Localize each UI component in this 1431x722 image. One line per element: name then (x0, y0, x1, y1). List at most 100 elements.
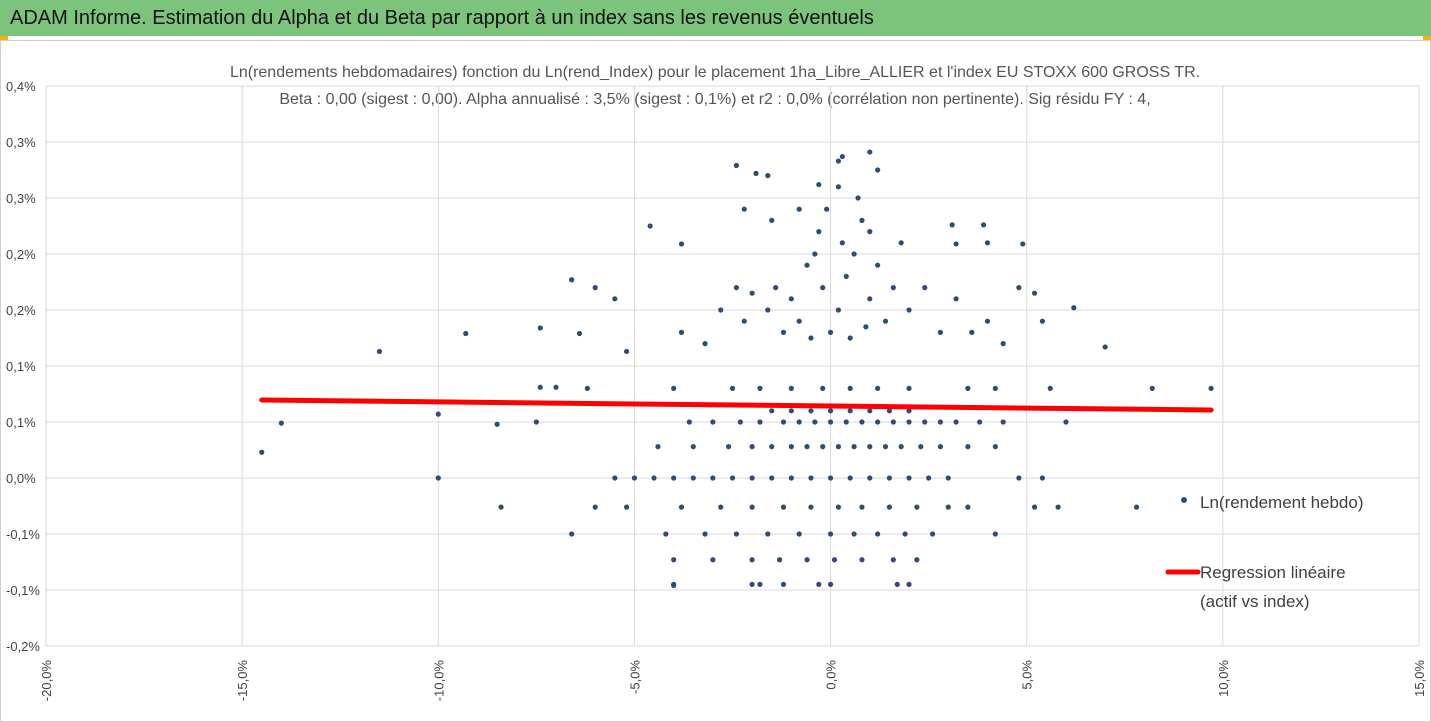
data-point (765, 307, 771, 313)
data-point (553, 384, 559, 390)
data-point (710, 557, 716, 563)
data-point (1016, 285, 1022, 291)
data-point (977, 419, 983, 425)
data-point (647, 223, 653, 229)
data-point (651, 475, 657, 481)
data-point (1039, 318, 1046, 324)
data-point (753, 170, 759, 176)
data-point (890, 285, 896, 291)
data-point (1016, 475, 1022, 481)
data-point (592, 504, 598, 510)
data-point (835, 184, 842, 190)
data-point (906, 581, 912, 588)
data-point (749, 444, 755, 450)
data-point (773, 285, 779, 291)
data-point (949, 222, 955, 228)
data-point (710, 475, 716, 481)
data-point (922, 285, 928, 291)
x-tick-label: 5,0% (1020, 660, 1035, 690)
data-point (788, 296, 794, 302)
data-point (965, 444, 971, 450)
data-point (796, 419, 802, 425)
data-point (808, 335, 814, 341)
data-point (922, 419, 928, 425)
data-point (702, 341, 708, 347)
legend-marker (1181, 497, 1187, 503)
data-point (757, 385, 763, 391)
data-point (867, 229, 873, 235)
data-point (812, 419, 818, 425)
data-point (937, 444, 944, 450)
data-point (827, 475, 834, 481)
data-point (882, 444, 889, 450)
x-tick-label: -10,0% (431, 660, 446, 702)
data-point (835, 307, 842, 313)
data-point (827, 581, 834, 588)
data-point (984, 240, 991, 246)
data-point (859, 217, 865, 223)
data-point (906, 419, 912, 425)
data-point (584, 385, 590, 391)
data-point (569, 277, 575, 283)
data-point (749, 581, 755, 588)
data-point (1102, 344, 1108, 350)
y-tick-label: 0,1% (6, 359, 36, 374)
data-point (569, 531, 575, 537)
data-point (678, 241, 685, 247)
data-point (965, 504, 971, 510)
x-tick-label: -5,0% (627, 660, 642, 694)
data-point (718, 504, 724, 510)
y-tick-label: 0,4% (6, 79, 36, 94)
data-point (690, 475, 696, 481)
data-point (855, 195, 861, 201)
data-point (820, 385, 826, 391)
data-point (816, 229, 822, 235)
data-point (847, 475, 853, 481)
data-point (733, 285, 740, 291)
data-point (992, 385, 998, 391)
x-tick-label: 10,0% (1216, 660, 1231, 697)
data-point (780, 504, 787, 510)
data-point (671, 582, 677, 589)
data-point (914, 557, 920, 563)
data-point (612, 475, 618, 481)
data-point (843, 419, 849, 425)
data-point (623, 504, 630, 510)
data-point (816, 581, 822, 588)
data-point (376, 348, 383, 355)
data-point (623, 348, 630, 355)
data-point (816, 181, 822, 188)
data-point (780, 581, 787, 588)
data-point (796, 206, 802, 212)
data-point (835, 158, 842, 164)
data-point (769, 217, 775, 223)
data-point (835, 504, 842, 510)
data-point (890, 557, 896, 563)
data-point (918, 444, 924, 450)
data-point (937, 419, 944, 425)
x-tick-label: 0,0% (824, 660, 839, 690)
y-tick-label: -0,2% (6, 639, 40, 654)
data-point (945, 504, 951, 510)
data-point (435, 411, 441, 417)
x-tick-label: 15,0% (1412, 660, 1427, 697)
data-point (1208, 385, 1214, 391)
data-point (875, 385, 881, 391)
data-point (804, 557, 810, 563)
data-point (592, 285, 598, 291)
data-point (808, 504, 814, 510)
data-point (808, 475, 814, 481)
data-point (898, 444, 904, 450)
data-point (686, 419, 692, 425)
data-point (914, 504, 920, 510)
data-point (631, 475, 638, 481)
legend-label: Ln(rendement hebdo) (1200, 493, 1364, 512)
data-point (765, 173, 771, 179)
data-point (851, 251, 857, 257)
x-tick-label: -20,0% (39, 660, 54, 702)
data-point (867, 444, 873, 450)
data-point (882, 318, 889, 324)
data-point (671, 475, 677, 481)
data-point (867, 408, 873, 414)
